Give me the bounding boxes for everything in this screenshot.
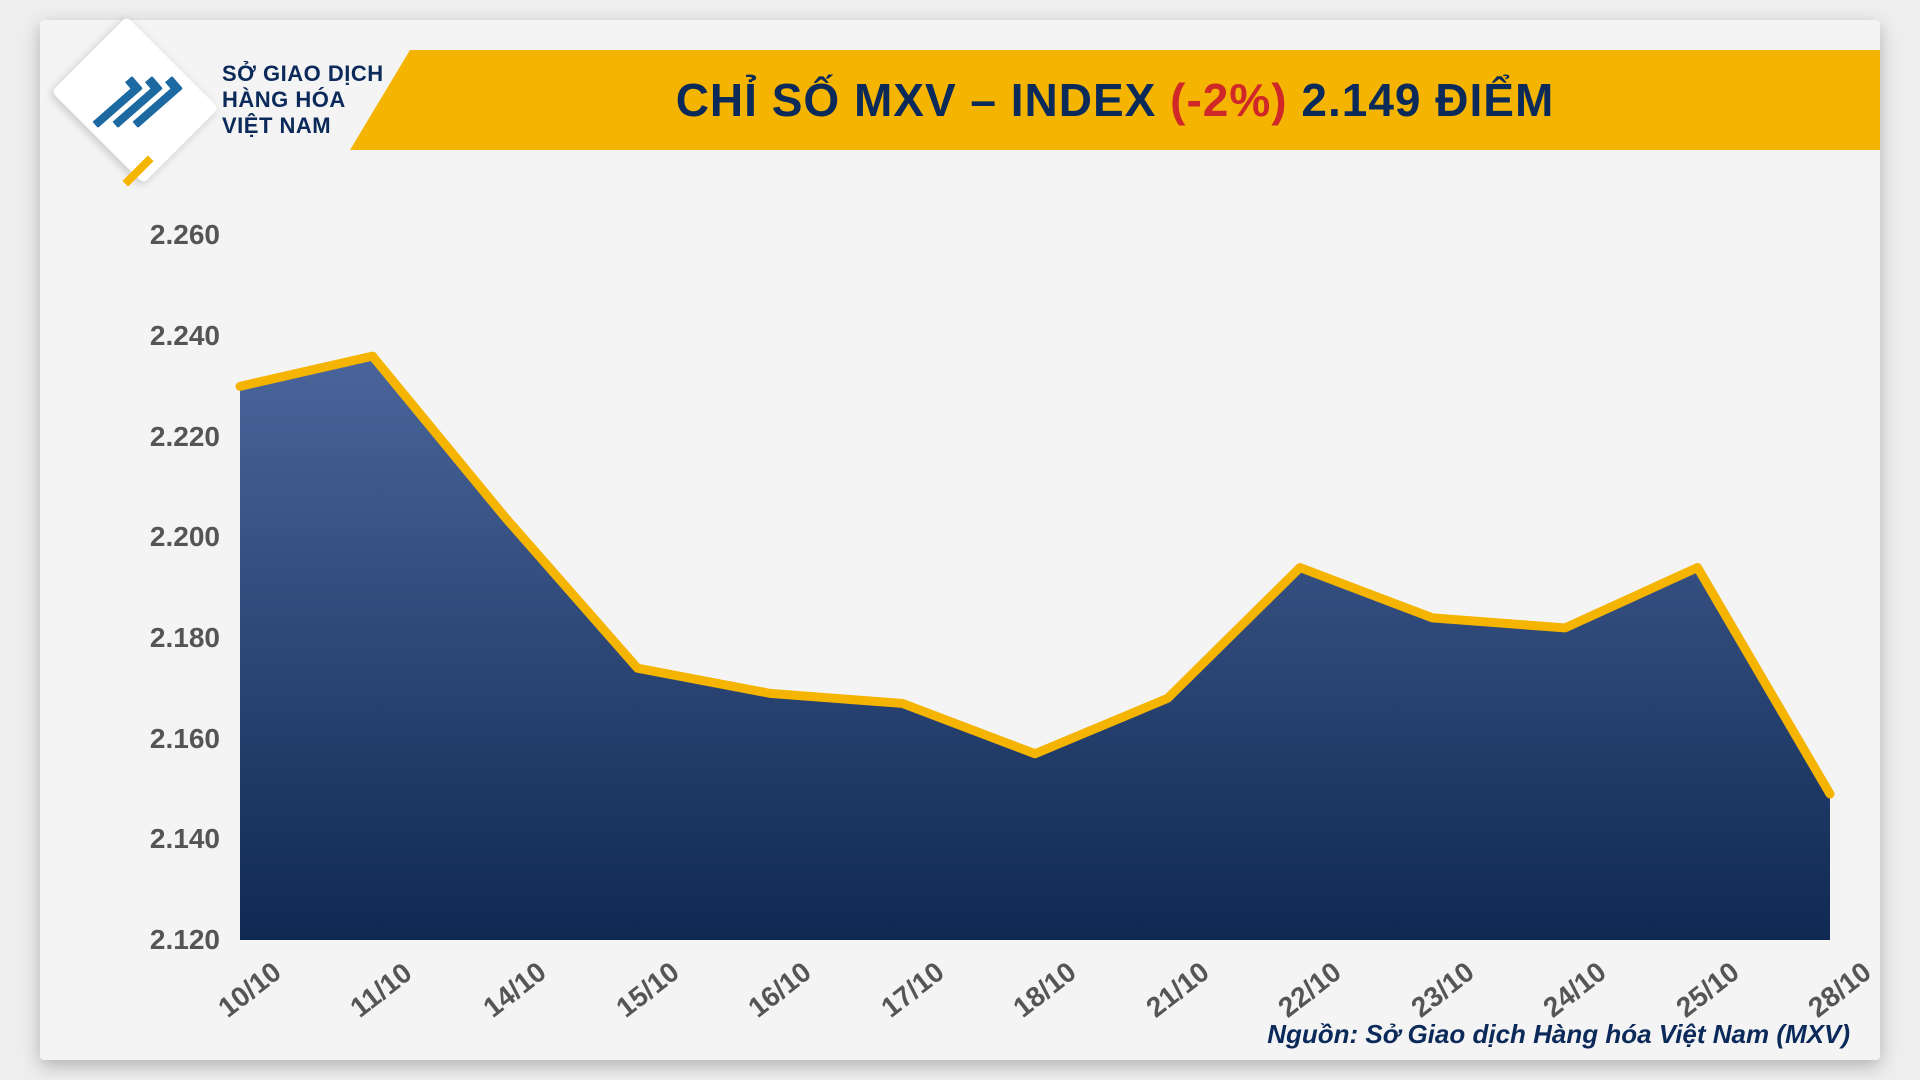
x-axis-labels: 10/1011/1014/1015/1016/1017/1018/1021/10…: [240, 948, 1830, 1018]
title-suffix: 2.149 ĐIỂM: [1288, 74, 1555, 126]
brand-line-2: HÀNG HÓA: [222, 87, 384, 113]
x-tick-label: 14/10: [477, 956, 552, 1024]
y-tick-label: 2.240: [150, 320, 220, 352]
title-change: (-2%): [1170, 74, 1287, 126]
area-fill: [240, 356, 1830, 940]
y-tick-label: 2.260: [150, 219, 220, 251]
x-tick-label: 28/10: [1802, 956, 1877, 1024]
y-tick-label: 2.140: [150, 823, 220, 855]
y-tick-label: 2.220: [150, 421, 220, 453]
y-axis-labels: 2.1202.1402.1602.1802.2002.2202.2402.260: [110, 185, 230, 940]
x-tick-label: 10/10: [212, 956, 287, 1024]
banner-ribbon: CHỈ SỐ MXV – INDEX (-2%) 2.149 ĐIỂM: [350, 50, 1880, 150]
y-tick-label: 2.200: [150, 521, 220, 553]
x-tick-label: 21/10: [1140, 956, 1215, 1024]
x-tick-label: 15/10: [610, 956, 685, 1024]
x-tick-label: 25/10: [1670, 956, 1745, 1024]
brand-line-1: SỞ GIAO DỊCH: [222, 61, 384, 87]
chart-area: 2.120 2.140 2.160 2.180 2.200 2.220 2.240 2.260…: [110, 185, 1830, 1000]
plot-region: [240, 185, 1830, 940]
x-tick-label: 17/10: [875, 956, 950, 1024]
x-tick-label: 23/10: [1405, 956, 1480, 1024]
area-chart-svg: [240, 185, 1830, 940]
x-tick-label: 24/10: [1537, 956, 1612, 1024]
brand-logo: SỞ GIAO DỊCH HÀNG HÓA VIỆT NAM: [70, 40, 430, 160]
chart-card: CHỈ SỐ MXV – INDEX (-2%) 2.149 ĐIỂM SỞ G…: [40, 20, 1880, 1060]
brand-line-3: VIỆT NAM: [222, 113, 384, 139]
chart-title: CHỈ SỐ MXV – INDEX (-2%) 2.149 ĐIỂM: [676, 73, 1555, 127]
brand-text: SỞ GIAO DỊCH HÀNG HÓA VIỆT NAM: [222, 61, 384, 139]
x-tick-label: 11/10: [345, 957, 419, 1024]
logo-mark-icon: [70, 35, 200, 165]
x-tick-label: 18/10: [1007, 956, 1082, 1024]
y-tick-label: 2.120: [150, 924, 220, 956]
x-tick-label: 22/10: [1272, 956, 1347, 1024]
header-banner: CHỈ SỐ MXV – INDEX (-2%) 2.149 ĐIỂM SỞ G…: [40, 50, 1880, 150]
source-note: Nguồn: Sở Giao dịch Hàng hóa Việt Nam (M…: [1267, 1019, 1850, 1050]
title-prefix: CHỈ SỐ MXV – INDEX: [676, 74, 1170, 126]
y-tick-label: 2.180: [150, 622, 220, 654]
y-tick-label: 2.160: [150, 723, 220, 755]
x-tick-label: 16/10: [742, 956, 817, 1024]
